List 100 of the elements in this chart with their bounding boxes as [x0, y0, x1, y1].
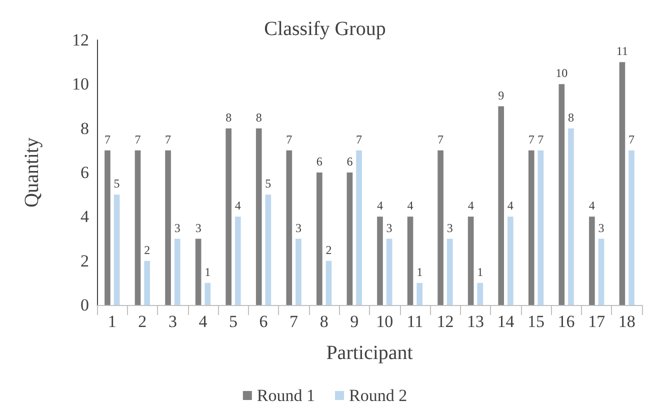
legend-label: Round 2: [349, 386, 408, 405]
data-label: 4: [407, 198, 414, 213]
x-tick-label: 7: [290, 312, 299, 331]
data-label: 7: [438, 132, 444, 146]
data-label: 5: [265, 176, 272, 191]
bar: [195, 238, 202, 305]
x-tick-label: 13: [466, 312, 484, 331]
data-label: 4: [234, 198, 241, 213]
bar: [144, 260, 150, 305]
x-tick-label: 5: [229, 312, 238, 331]
bar: [265, 194, 272, 305]
data-label: 3: [195, 220, 202, 235]
bar: [498, 106, 504, 305]
y-tick-label: 10: [72, 74, 89, 94]
bar: [538, 150, 544, 305]
data-label: 7: [286, 132, 292, 146]
bar: [468, 216, 474, 305]
bar: [628, 150, 634, 305]
x-tick-label: 14: [497, 312, 515, 331]
x-tick-label: 9: [350, 312, 359, 331]
bar: [407, 216, 414, 305]
x-tick-label: 16: [558, 312, 575, 331]
data-label: 3: [174, 220, 180, 235]
data-label: 8: [568, 110, 574, 124]
x-tick-label: 15: [528, 312, 545, 331]
data-label: 1: [204, 264, 211, 279]
x-tick-label: 2: [138, 312, 147, 331]
data-label: 8: [226, 110, 232, 124]
data-label: 7: [628, 132, 635, 146]
bar: [286, 150, 292, 305]
data-label: 3: [386, 220, 392, 235]
data-label: 4: [588, 198, 595, 213]
bar: [528, 150, 534, 305]
data-label: 7: [134, 132, 141, 146]
chart-title: Classify Group: [264, 18, 386, 40]
x-tick-label: 18: [618, 312, 636, 331]
bar: [234, 216, 241, 305]
y-tick-label: 6: [80, 163, 89, 182]
data-label: 5: [114, 176, 120, 191]
x-tick-label: 4: [198, 312, 208, 331]
data-label: 8: [256, 110, 262, 124]
bar: [356, 150, 362, 305]
data-label: 7: [356, 132, 362, 146]
bar: [558, 84, 565, 305]
data-label: 7: [104, 132, 110, 146]
data-label: 4: [507, 198, 514, 213]
bar: [226, 128, 232, 305]
bar: [204, 282, 211, 305]
bar: [377, 216, 383, 305]
data-label: 4: [376, 198, 383, 213]
bar: [346, 172, 353, 305]
bar: [114, 194, 120, 305]
data-label: 10: [556, 66, 568, 80]
x-tick-label: 6: [259, 312, 268, 331]
data-label: 2: [326, 242, 332, 257]
bar: [446, 238, 453, 305]
data-label: 7: [165, 132, 172, 146]
x-tick-label: 17: [588, 312, 606, 331]
x-tick-label: 1: [108, 312, 116, 331]
bar: [104, 150, 110, 305]
bar: [438, 150, 444, 305]
data-label: 3: [295, 220, 302, 235]
data-label: 3: [446, 220, 453, 235]
bar: [477, 282, 484, 305]
y-tick-label: 12: [72, 30, 89, 50]
data-label: 2: [144, 242, 150, 257]
data-label: 7: [528, 132, 534, 146]
y-tick-label: 8: [80, 118, 89, 138]
legend-label: Round 1: [256, 386, 316, 405]
bar: [174, 238, 180, 305]
x-tick-label: 8: [320, 312, 328, 331]
data-label: 6: [346, 154, 353, 168]
x-tick-label: 12: [436, 312, 454, 331]
y-tick-label: 2: [80, 251, 89, 270]
bar: [296, 238, 302, 305]
data-label: 1: [477, 264, 484, 279]
data-label: 4: [468, 198, 474, 213]
y-tick-label: 0: [80, 296, 89, 314]
y-tick-label: 4: [80, 207, 90, 226]
bar: [589, 216, 595, 305]
x-axis-title: Participant: [326, 342, 414, 364]
bar: [316, 172, 322, 305]
data-label: 3: [598, 220, 604, 235]
bar: [619, 62, 626, 305]
x-tick-label: 11: [406, 312, 424, 331]
data-label: 9: [498, 88, 504, 102]
data-label: 1: [416, 264, 423, 279]
bar: [507, 216, 514, 305]
x-tick-label: 10: [376, 312, 394, 331]
data-label: 7: [538, 132, 544, 146]
bar: [416, 282, 422, 305]
bar: [386, 238, 392, 305]
bar: [256, 128, 262, 305]
bar: [326, 260, 332, 305]
y-axis-title: Quantity: [21, 138, 43, 208]
bar: [165, 150, 171, 305]
data-label: 6: [316, 154, 322, 168]
data-label: 11: [616, 44, 628, 58]
bar: [598, 238, 604, 305]
x-tick-label: 3: [168, 312, 177, 331]
